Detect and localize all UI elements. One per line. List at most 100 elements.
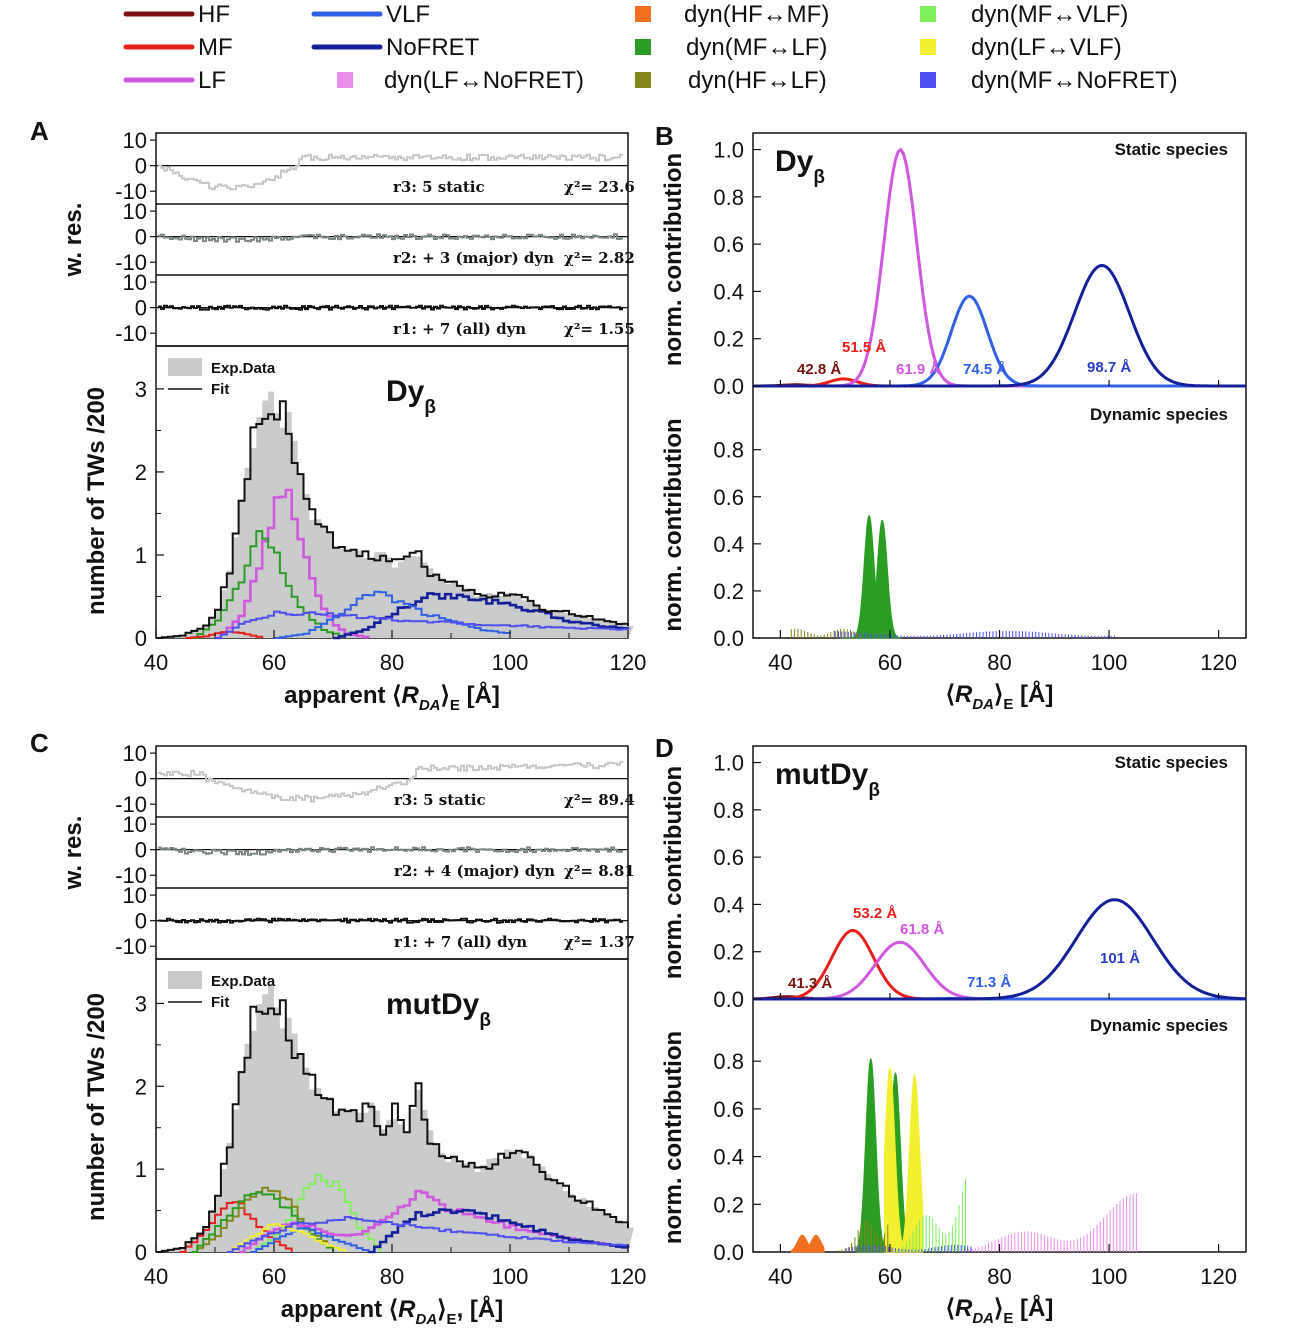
dynamic-fill-dyn-mf-lf — [840, 514, 901, 639]
peak-label-42-8: 42.8 Å — [797, 361, 841, 378]
hist-ylabel: number of TWs /200 — [83, 387, 110, 615]
series-dyn-mf-nofret — [226, 1216, 629, 1253]
residual-tick-label: 0 — [135, 296, 147, 321]
exp-data-swatch — [168, 358, 202, 376]
static-ylabel: norm. contribution — [660, 153, 687, 366]
legend-label-dyn-mf-vlf: dyn(MF↔VLF) — [971, 1, 1128, 28]
legend-item-lf: LF — [123, 67, 226, 94]
series-nofret — [368, 1208, 630, 1254]
series-vlf — [274, 590, 511, 639]
dynamic-ytick-label: 0.6 — [713, 1097, 744, 1122]
series-exp-data — [156, 984, 634, 1252]
residual-chi-r1: χ²= 1.55 — [564, 320, 635, 338]
legend-item-dyn-mf-lf: dyn(MF↔LF) — [635, 34, 827, 61]
hist-ytick-label: 1 — [135, 543, 147, 568]
dynamic-ytick-label: 0.6 — [713, 485, 744, 510]
hist-xlabel: apparent ⟨RDA⟩E [Å] — [284, 681, 500, 714]
dynamic-ytick-label: 0.0 — [713, 1240, 744, 1265]
dynamic-fill-dyn-hf-mf — [790, 1234, 825, 1253]
dynamic-ylabel: norm. contribution — [660, 1031, 687, 1244]
species-xtick-label: 60 — [878, 650, 902, 675]
exp-data-label: Exp.Data — [211, 973, 276, 990]
legend-swatch-dyn-hf-mf — [635, 6, 651, 22]
dynamic-dyn-mf-nofret — [834, 630, 1115, 638]
static-curve-lf — [753, 147, 1246, 388]
species-xtick-label: 40 — [768, 650, 792, 675]
static-ylabel: norm. contribution — [660, 766, 687, 979]
residual-tick-label: 0 — [135, 767, 147, 792]
legend-swatch-dyn-mf-vlf — [920, 6, 936, 22]
legend-label-dyn-mf-nofret: dyn(MF↔NoFRET) — [971, 67, 1178, 94]
dynamic-species-title: Dynamic species — [1090, 405, 1228, 424]
legend-item-dyn-hf-mf: dyn(HF↔MF) — [635, 1, 829, 28]
species-xtick-label: 100 — [1091, 650, 1128, 675]
species-xtick-label: 80 — [987, 1264, 1011, 1289]
residual-tick-label: 0 — [135, 154, 147, 179]
residual-tick-label: 0 — [135, 225, 147, 250]
sample-label: Dyβ — [386, 375, 436, 418]
residual-label-r3: r3: 5 static — [394, 791, 486, 809]
dynamic-dyn-hf-lf — [790, 628, 861, 638]
peak-label-51-5: 51.5 Å — [842, 339, 886, 356]
residual-trace-r3 — [158, 761, 623, 803]
peak-label-53-2: 53.2 Å — [853, 905, 897, 922]
dynamic-dyn-lf-vlf — [883, 1067, 924, 1253]
legend: HF MF LF VLF NoFRET dyn(LF↔NoFRET) dyn(HF↔MF) d… — [123, 1, 1178, 94]
sample-label: mutDyβ — [775, 758, 880, 801]
legend-item-nofret: NoFRET — [311, 34, 480, 61]
static-species-title: Static species — [1115, 140, 1228, 159]
species-xtick-label: 60 — [878, 1264, 902, 1289]
legend-item-vlf: VLF — [311, 1, 430, 28]
legend-item-hf: HF — [123, 1, 230, 28]
hist-ytick-label: 3 — [135, 377, 147, 402]
residual-chi-r2: χ²= 8.81 — [564, 862, 635, 880]
residual-tick-label: 0 — [135, 909, 147, 934]
legend-label-dyn-lf-vlf: dyn(LF↔VLF) — [971, 34, 1122, 61]
static-ytick-label: 0.0 — [713, 987, 744, 1012]
static-ytick-label: 0.4 — [713, 892, 744, 917]
hist-ylabel: number of TWs /200 — [83, 993, 110, 1221]
series-dyn-mf-nofret — [215, 610, 629, 639]
dynamic-ylabel: norm. contribution — [660, 418, 687, 631]
residual-chi-r3: χ²= 23.6 — [564, 178, 635, 196]
residual-trace-r3 — [158, 153, 623, 191]
residual-chi-r1: χ²= 1.37 — [564, 933, 635, 951]
legend-label-dyn-mf-lf: dyn(MF↔LF) — [686, 34, 827, 61]
legend-label-dyn-lf-nofret: dyn(LF↔NoFRET) — [384, 67, 584, 94]
residual-label-r3: r3: 5 static — [393, 178, 485, 196]
species-xtick-label: 120 — [1200, 1264, 1237, 1289]
residual-label-r1: r1: + 7 (all) dyn — [393, 320, 526, 338]
legend-swatch-dyn-mf-nofret — [920, 72, 936, 88]
dynamic-ytick-label: 0.2 — [713, 579, 744, 604]
peak-label-101: 101 Å — [1100, 950, 1140, 967]
hist-xtick-label: 120 — [610, 1264, 647, 1289]
species-xtick-label: 120 — [1200, 650, 1237, 675]
series-fit — [156, 400, 629, 639]
residual-chi-r2: χ²= 2.82 — [564, 249, 635, 267]
sample-label: Dyβ — [775, 145, 825, 188]
residual-ylabel: w. res. — [60, 203, 87, 278]
dynamic-dyn-mf-lf — [840, 514, 901, 639]
peak-label-98-7: 98.7 Å — [1087, 359, 1131, 376]
dynamic-dyn-hf-lf — [838, 1220, 889, 1252]
peak-label-41-3: 41.3 Å — [788, 975, 832, 992]
species-xtick-label: 80 — [987, 650, 1011, 675]
hist-xtick-label: 60 — [262, 1264, 286, 1289]
residual-tick-label: -10 — [115, 321, 147, 346]
legend-label-mf: MF — [198, 34, 233, 61]
panel-b: 0.0 0.2 0.4 0.6 0.8 1.0 0.0 0.2 0.4 0.6 0.8 40 60 80 1… — [660, 132, 1247, 713]
dynamic-ytick-label: 0.8 — [713, 438, 744, 463]
hist-xtick-label: 60 — [262, 650, 286, 675]
legend-label-vlf: VLF — [386, 1, 430, 28]
panel-d: 0.0 0.2 0.4 0.6 0.8 1.0 0.0 0.2 0.4 0.6 0.8 40 60 80 1… — [660, 745, 1247, 1327]
legend-item-dyn-mf-nofret: dyn(MF↔NoFRET) — [920, 67, 1178, 94]
legend-item-dyn-lf-nofret: dyn(LF↔NoFRET) — [337, 67, 584, 94]
legend-label-dyn-hf-mf: dyn(HF↔MF) — [684, 1, 829, 28]
dynamic-fill-dyn-lf-vlf — [883, 1067, 924, 1253]
static-ytick-label: 1.0 — [713, 138, 744, 163]
static-ytick-label: 0.6 — [713, 232, 744, 257]
legend-label-dyn-hf-lf: dyn(HF↔LF) — [688, 67, 827, 94]
species-xlabel: ⟨RDA⟩E [Å] — [946, 1294, 1054, 1327]
legend-label-lf: LF — [198, 67, 226, 94]
